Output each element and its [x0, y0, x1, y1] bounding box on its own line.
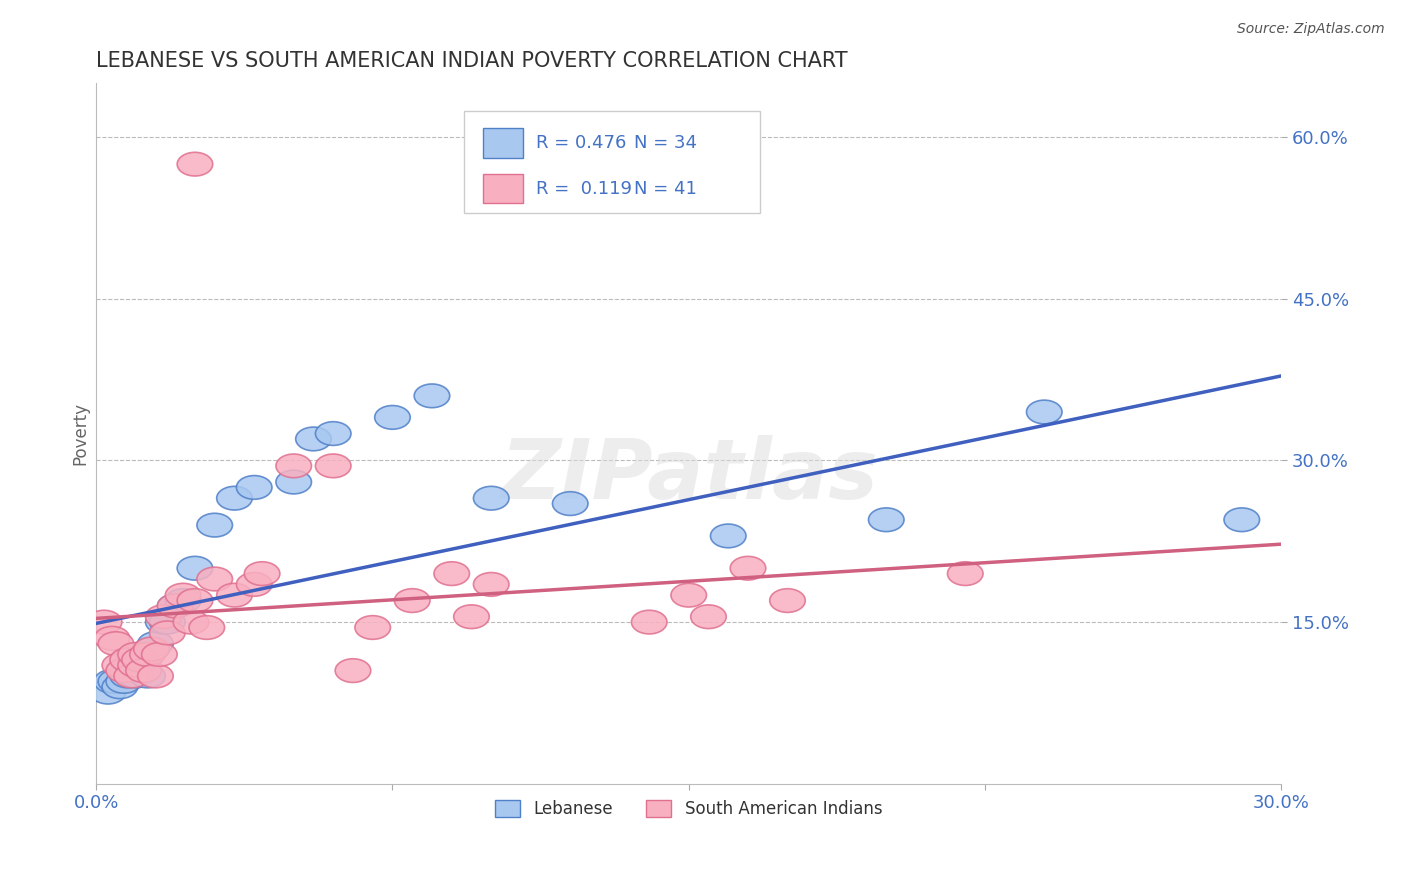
FancyBboxPatch shape: [482, 128, 523, 158]
Text: N = 41: N = 41: [634, 179, 697, 198]
Ellipse shape: [105, 659, 142, 682]
Ellipse shape: [690, 605, 727, 629]
Ellipse shape: [217, 486, 252, 510]
Ellipse shape: [1026, 401, 1062, 424]
Ellipse shape: [236, 573, 271, 596]
Ellipse shape: [166, 589, 201, 613]
Ellipse shape: [295, 427, 332, 450]
Ellipse shape: [553, 491, 588, 516]
Ellipse shape: [90, 681, 125, 704]
Ellipse shape: [177, 589, 212, 613]
Ellipse shape: [948, 562, 983, 585]
Ellipse shape: [276, 454, 312, 478]
Ellipse shape: [94, 626, 129, 650]
Ellipse shape: [395, 589, 430, 613]
Ellipse shape: [166, 583, 201, 607]
Ellipse shape: [122, 648, 157, 672]
Ellipse shape: [118, 642, 153, 666]
Text: Source: ZipAtlas.com: Source: ZipAtlas.com: [1237, 22, 1385, 37]
Ellipse shape: [315, 454, 352, 478]
Ellipse shape: [118, 653, 153, 677]
Ellipse shape: [474, 573, 509, 596]
Text: R =  0.119: R = 0.119: [536, 179, 631, 198]
Ellipse shape: [276, 470, 312, 494]
Ellipse shape: [125, 648, 162, 672]
Ellipse shape: [454, 605, 489, 629]
Ellipse shape: [710, 524, 747, 548]
Ellipse shape: [177, 153, 212, 176]
Text: LEBANESE VS SOUTH AMERICAN INDIAN POVERTY CORRELATION CHART: LEBANESE VS SOUTH AMERICAN INDIAN POVERT…: [96, 51, 848, 70]
Ellipse shape: [114, 665, 149, 688]
Ellipse shape: [671, 583, 706, 607]
Y-axis label: Poverty: Poverty: [72, 402, 89, 465]
Ellipse shape: [335, 659, 371, 682]
Ellipse shape: [415, 384, 450, 408]
Ellipse shape: [129, 665, 166, 688]
Ellipse shape: [110, 648, 146, 672]
Ellipse shape: [149, 621, 186, 645]
Ellipse shape: [157, 594, 193, 618]
Ellipse shape: [157, 594, 193, 618]
Ellipse shape: [315, 422, 352, 445]
Ellipse shape: [197, 567, 232, 591]
Legend: Lebanese, South American Indians: Lebanese, South American Indians: [488, 793, 889, 824]
Text: N = 34: N = 34: [634, 134, 697, 153]
Ellipse shape: [1225, 508, 1260, 532]
FancyBboxPatch shape: [464, 112, 759, 213]
Ellipse shape: [86, 610, 122, 634]
Ellipse shape: [122, 642, 157, 666]
Ellipse shape: [138, 632, 173, 656]
Ellipse shape: [134, 637, 169, 661]
Ellipse shape: [134, 637, 169, 661]
Ellipse shape: [103, 653, 138, 677]
Ellipse shape: [149, 610, 186, 634]
Text: ZIPatlas: ZIPatlas: [499, 435, 877, 516]
Ellipse shape: [188, 615, 225, 640]
Ellipse shape: [105, 670, 142, 693]
Ellipse shape: [138, 665, 173, 688]
Ellipse shape: [236, 475, 271, 500]
Ellipse shape: [118, 665, 153, 688]
Ellipse shape: [173, 610, 208, 634]
Text: R = 0.476: R = 0.476: [536, 134, 626, 153]
Ellipse shape: [146, 610, 181, 634]
Ellipse shape: [146, 605, 181, 629]
Ellipse shape: [245, 562, 280, 585]
Ellipse shape: [434, 562, 470, 585]
Ellipse shape: [110, 665, 146, 688]
Ellipse shape: [98, 632, 134, 656]
Ellipse shape: [197, 513, 232, 537]
Ellipse shape: [730, 557, 766, 580]
Ellipse shape: [631, 610, 666, 634]
Ellipse shape: [142, 642, 177, 666]
Ellipse shape: [103, 675, 138, 698]
FancyBboxPatch shape: [482, 174, 523, 203]
Ellipse shape: [125, 659, 162, 682]
Ellipse shape: [110, 648, 146, 672]
Ellipse shape: [118, 648, 153, 672]
Ellipse shape: [114, 653, 149, 677]
Ellipse shape: [474, 486, 509, 510]
Ellipse shape: [217, 583, 252, 607]
Ellipse shape: [769, 589, 806, 613]
Ellipse shape: [177, 557, 212, 580]
Ellipse shape: [869, 508, 904, 532]
Ellipse shape: [94, 670, 129, 693]
Ellipse shape: [374, 406, 411, 429]
Ellipse shape: [354, 615, 391, 640]
Ellipse shape: [129, 642, 166, 666]
Ellipse shape: [98, 670, 134, 693]
